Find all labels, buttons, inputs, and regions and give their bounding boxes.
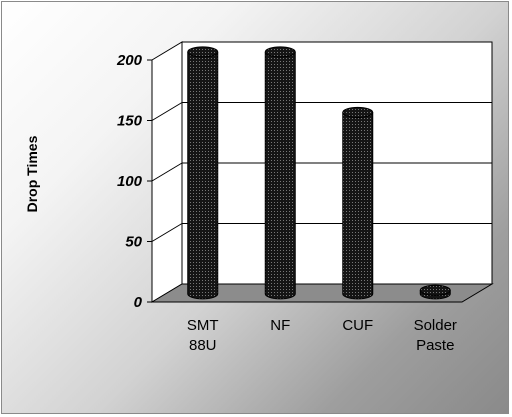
- x-tick-label-line: Paste: [416, 337, 454, 354]
- bar-top-3: [419, 284, 451, 296]
- x-tick-label: Solder Paste: [414, 317, 457, 354]
- x-tick-label-line: CUF: [342, 317, 373, 334]
- x-tick-label-line: NF: [270, 317, 290, 334]
- x-tick-label: CUF: [342, 317, 373, 334]
- bar-2: [342, 112, 374, 300]
- chart-floor: [150, 283, 494, 303]
- gridline: [151, 223, 183, 242]
- y-tick-label: 0: [134, 294, 143, 311]
- y-tick-label: 50: [125, 234, 142, 251]
- x-tick-label-line: 88U: [189, 337, 217, 354]
- x-tick-label: SMT 88U: [187, 317, 219, 354]
- gridline: [151, 102, 183, 121]
- bar-top-1: [264, 46, 296, 58]
- x-tick-label-line: SMT: [187, 317, 219, 334]
- y-tick-label: 150: [117, 113, 143, 130]
- y-tick-label: 200: [116, 52, 143, 69]
- bar-1: [264, 51, 296, 300]
- x-tick-label: NF: [270, 317, 290, 334]
- bar-top-0: [187, 46, 219, 58]
- x-tick-label-line: Solder: [414, 317, 457, 334]
- bar-0: [187, 51, 219, 300]
- bar-top-2: [342, 106, 374, 118]
- gridline: [151, 162, 183, 182]
- plot-area: 0 50 100 150 200 SMT 88U NF CUF Solder Paste: [116, 41, 494, 354]
- y-tick-label: 100: [117, 173, 143, 190]
